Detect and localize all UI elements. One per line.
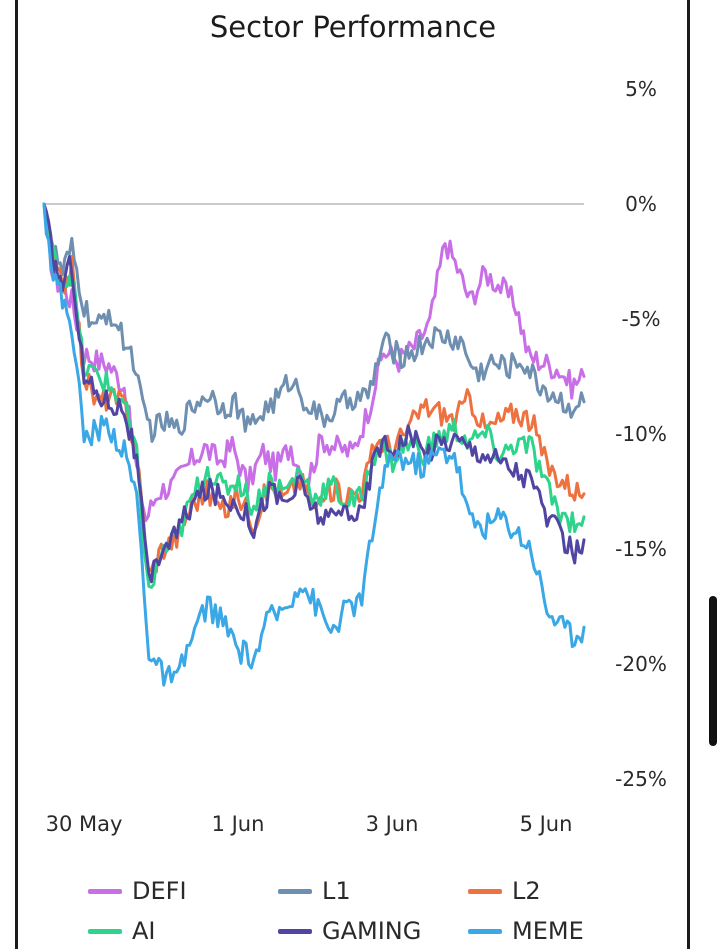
legend-swatch [278,888,312,894]
x-tick-label: 3 Jun [366,812,419,836]
frame-border-left [15,0,18,949]
y-tick-label: -20% [615,652,667,676]
series-layer [42,202,586,687]
legend-swatch [88,888,122,894]
chart-title: Sector Performance [209,10,497,44]
y-axis-ticks: 5% 0% -5% -10% -15% -20% -25% [615,77,667,791]
legend-swatch [468,928,502,934]
legend-swatch [88,928,122,934]
legend-swatch [468,888,502,894]
legend-swatch [278,928,312,934]
legend-label: DEFI [132,877,187,905]
frame-border-right [687,0,690,949]
series-line-meme [42,202,586,687]
legend-item-defi[interactable]: DEFI [88,874,187,908]
x-axis-ticks: 30 May 1 Jun 3 Jun 5 Jun [46,812,573,836]
series-line-l1 [42,202,586,443]
y-tick-label: -25% [615,767,667,791]
x-tick-label: 30 May [46,812,123,836]
y-tick-label: -10% [615,422,667,446]
legend-label: AI [132,917,156,945]
legend-label: GAMING [322,917,422,945]
legend-item-gaming[interactable]: GAMING [278,914,421,948]
legend-label: L1 [322,877,351,905]
series-line-gaming [42,202,586,584]
legend-item-l1[interactable]: L1 [278,874,351,908]
legend-label: L2 [512,877,541,905]
legend-item-ai[interactable]: AI [88,914,156,948]
x-tick-label: 5 Jun [520,812,573,836]
legend-item-meme[interactable]: MEME [468,914,584,948]
legend-label: MEME [512,917,584,945]
scrollbar-thumb[interactable] [709,596,717,746]
x-tick-label: 1 Jun [212,812,265,836]
y-tick-label: 5% [625,77,657,101]
legend-item-l2[interactable]: L2 [468,874,541,908]
y-tick-label: -5% [622,307,661,331]
y-tick-label: 0% [625,192,657,216]
y-tick-label: -15% [615,537,667,561]
series-line-defi [42,202,586,522]
